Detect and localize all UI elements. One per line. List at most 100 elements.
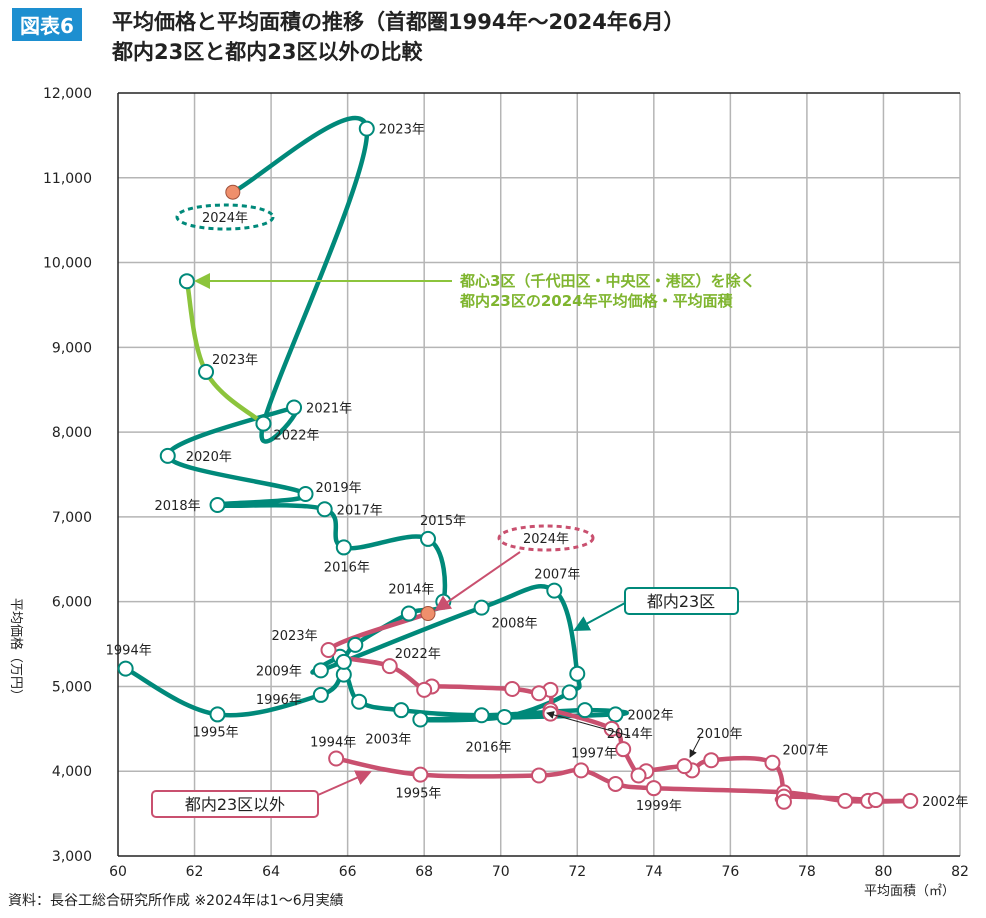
point-label: 2018年 bbox=[155, 499, 201, 514]
data-point bbox=[420, 606, 436, 622]
data-point bbox=[676, 758, 693, 775]
data-point bbox=[607, 775, 624, 792]
point-label: 2022年 bbox=[395, 647, 441, 662]
data-point bbox=[209, 706, 226, 723]
data-point bbox=[867, 792, 884, 809]
point-label: 2023年 bbox=[212, 353, 258, 368]
latest-ellipse-tokyo23 bbox=[175, 203, 275, 231]
data-point bbox=[496, 708, 513, 725]
data-point bbox=[615, 741, 632, 758]
point-label: 2020年 bbox=[186, 450, 232, 465]
data-point bbox=[358, 120, 375, 137]
point-label: 2002年 bbox=[922, 795, 968, 810]
point-label: 2014年 bbox=[607, 727, 653, 742]
point-label: 2019年 bbox=[316, 481, 362, 496]
y-tick-label: 11,000 bbox=[43, 171, 92, 187]
y-tick-label: 4,000 bbox=[52, 764, 92, 780]
data-point bbox=[297, 485, 314, 502]
2010-pointer bbox=[689, 737, 701, 758]
chart-subtitle: 都内23区と都内23区以外の比較 bbox=[112, 40, 423, 64]
x-tick-label: 82 bbox=[951, 864, 969, 880]
data-point bbox=[775, 793, 792, 810]
data-point bbox=[178, 273, 195, 290]
point-label: 1994年 bbox=[310, 736, 356, 751]
data-point bbox=[630, 767, 647, 784]
data-point bbox=[255, 415, 272, 432]
point-label: 2016年 bbox=[324, 560, 370, 575]
y-tick-label: 10,000 bbox=[43, 256, 92, 272]
point-label: 1995年 bbox=[193, 725, 239, 740]
data-point bbox=[576, 702, 593, 719]
data-point bbox=[335, 539, 352, 556]
data-point bbox=[412, 766, 429, 783]
point-label: 1995年 bbox=[395, 787, 441, 802]
data-point bbox=[159, 447, 176, 464]
data-point bbox=[504, 680, 521, 697]
y-tick-label: 5,000 bbox=[52, 679, 92, 695]
x-tick-label: 74 bbox=[645, 864, 663, 880]
data-point bbox=[703, 752, 720, 769]
source-note: 資料：長谷工総合研究所作成 ※2024年は1～6月実績 bbox=[8, 893, 344, 909]
data-point bbox=[573, 762, 590, 779]
data-point bbox=[546, 582, 563, 599]
x-axis-label: 平均面積（㎡） bbox=[864, 884, 955, 899]
point-label: 2003年 bbox=[365, 733, 411, 748]
data-point bbox=[416, 681, 433, 698]
point-label: 2017年 bbox=[337, 503, 383, 518]
y-tick-label: 9,000 bbox=[52, 340, 92, 356]
data-point bbox=[561, 684, 578, 701]
x-tick-label: 66 bbox=[339, 864, 357, 880]
legend-box-tokyo23 bbox=[624, 587, 739, 615]
data-point bbox=[400, 605, 417, 622]
y-tick-label: 12,000 bbox=[43, 86, 92, 102]
point-label: 2015年 bbox=[420, 514, 466, 529]
x-tick-label: 68 bbox=[415, 864, 433, 880]
data-point bbox=[607, 706, 624, 723]
y-tick-label: 6,000 bbox=[52, 595, 92, 611]
data-point bbox=[381, 658, 398, 675]
x-tick-label: 62 bbox=[186, 864, 204, 880]
x-tick-label: 60 bbox=[109, 864, 127, 880]
latest-label-tokyo23: 2024年 bbox=[202, 211, 248, 226]
point-label: 2023年 bbox=[272, 629, 318, 644]
data-point bbox=[764, 754, 781, 771]
2016-pointer bbox=[546, 711, 631, 737]
x-tick-label: 78 bbox=[798, 864, 816, 880]
data-point bbox=[473, 707, 490, 724]
x-tick-label: 70 bbox=[492, 864, 510, 880]
data-point bbox=[320, 641, 337, 658]
figure-badge: 図表6 bbox=[12, 8, 82, 41]
data-point bbox=[531, 767, 547, 784]
point-label: 2021年 bbox=[306, 402, 352, 417]
point-label: 1997年 bbox=[571, 746, 617, 761]
x-tick-label: 72 bbox=[568, 864, 586, 880]
data-point bbox=[316, 501, 333, 518]
point-label: 1994年 bbox=[106, 644, 152, 659]
y-tick-label: 8,000 bbox=[52, 425, 92, 441]
x-tick-label: 80 bbox=[875, 864, 893, 880]
x-tick-label: 64 bbox=[262, 864, 280, 880]
chart-title: 平均価格と平均面積の推移（首都圏1994年～2024年6月） bbox=[112, 10, 685, 34]
point-label: 2007年 bbox=[534, 568, 580, 583]
point-label: 1999年 bbox=[636, 799, 682, 814]
central-note-text: 都心3区（千代田区・中央区・港区）を除く bbox=[459, 272, 755, 290]
data-point bbox=[328, 750, 345, 767]
tokyo23-box-arrow bbox=[573, 602, 626, 631]
data-point bbox=[347, 636, 364, 653]
central-note-text: 都内23区の2024年平均価格・平均面積 bbox=[459, 292, 734, 310]
y-axis-label: 平均価格（万円） bbox=[8, 598, 24, 702]
data-point bbox=[209, 497, 226, 514]
data-point bbox=[393, 702, 410, 719]
data-point bbox=[412, 711, 429, 728]
data-point bbox=[286, 399, 303, 416]
latest-ellipse-other bbox=[497, 524, 595, 552]
data-point bbox=[837, 792, 854, 809]
data-point bbox=[312, 662, 329, 679]
data-point bbox=[335, 653, 352, 670]
point-label: 2016年 bbox=[465, 741, 511, 756]
point-label: 2002年 bbox=[628, 708, 674, 723]
data-point bbox=[198, 363, 215, 380]
data-point bbox=[117, 660, 134, 677]
